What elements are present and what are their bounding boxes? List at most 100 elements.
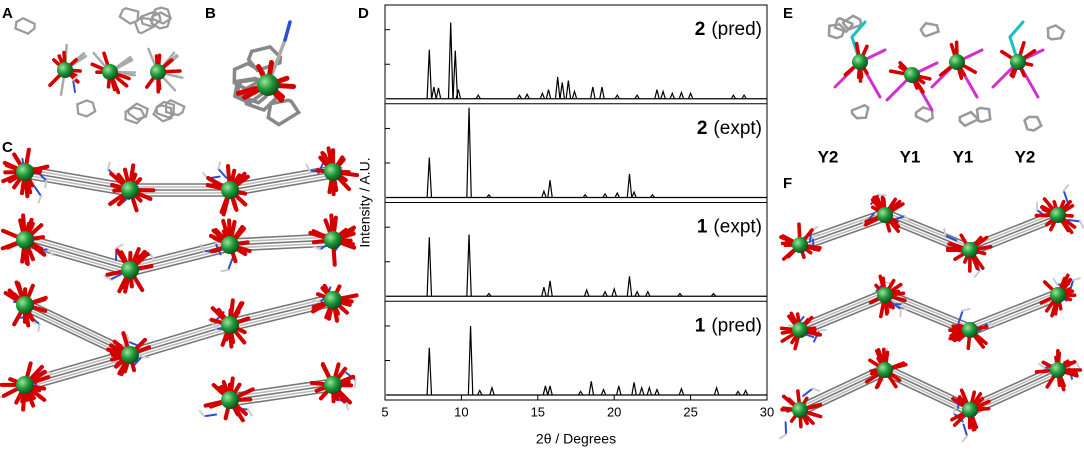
peak bbox=[616, 385, 622, 396]
bond bbox=[969, 300, 1059, 337]
series-label: 1 (pred) bbox=[695, 315, 762, 336]
bond bbox=[140, 355, 150, 359]
yttrium-atom bbox=[102, 64, 118, 80]
peak bbox=[669, 91, 676, 99]
bond bbox=[37, 323, 41, 333]
bond bbox=[229, 390, 334, 407]
series-source: (expt) bbox=[713, 118, 762, 139]
bond bbox=[944, 234, 958, 242]
bond bbox=[969, 214, 1059, 251]
peak bbox=[678, 386, 685, 396]
bond bbox=[779, 433, 788, 440]
peak bbox=[466, 107, 472, 198]
peak bbox=[614, 93, 620, 100]
bond bbox=[103, 274, 112, 281]
yttrium-atom bbox=[221, 391, 239, 409]
peak bbox=[631, 190, 637, 198]
site-label: Y2 bbox=[1015, 147, 1036, 166]
yttrium-atom bbox=[1050, 207, 1066, 223]
phenyl-ring bbox=[165, 98, 186, 117]
peak bbox=[660, 89, 666, 99]
bond bbox=[149, 253, 156, 262]
bond bbox=[799, 291, 886, 328]
phenyl-ring bbox=[833, 16, 854, 34]
phenyl-ring bbox=[827, 22, 847, 40]
bond bbox=[129, 241, 231, 268]
bond bbox=[129, 238, 231, 265]
phenyl-ring bbox=[14, 16, 36, 35]
peak bbox=[565, 80, 572, 99]
peak bbox=[426, 49, 433, 99]
bond bbox=[72, 79, 76, 93]
peak bbox=[602, 192, 608, 198]
panel-label: E bbox=[783, 5, 793, 22]
bond bbox=[109, 273, 123, 281]
peak bbox=[486, 193, 492, 198]
yttrium-atom bbox=[324, 163, 342, 181]
bond bbox=[353, 379, 357, 389]
series-source: (expt) bbox=[713, 217, 762, 238]
bond bbox=[229, 177, 334, 197]
bond bbox=[312, 299, 321, 304]
panel-label: D bbox=[358, 5, 369, 22]
bond bbox=[24, 357, 131, 389]
yttrium-atom bbox=[792, 402, 808, 418]
peak bbox=[489, 385, 495, 396]
bond bbox=[211, 321, 217, 330]
bond bbox=[1072, 277, 1081, 282]
bond bbox=[115, 243, 124, 250]
peak bbox=[452, 50, 459, 99]
peak bbox=[687, 91, 694, 99]
peak bbox=[431, 86, 437, 99]
yttrium-atom bbox=[257, 74, 279, 96]
peak bbox=[539, 91, 546, 99]
phenyl-ring bbox=[842, 14, 863, 31]
bond bbox=[799, 288, 886, 325]
bond bbox=[0, 395, 3, 399]
bond bbox=[818, 328, 828, 332]
bond bbox=[884, 369, 971, 411]
phenyl-ring bbox=[850, 103, 870, 120]
bond bbox=[969, 291, 1059, 328]
phenyl-ring bbox=[124, 106, 146, 125]
peak bbox=[547, 280, 553, 297]
yttrium-atom bbox=[57, 62, 73, 78]
peak bbox=[467, 326, 474, 396]
peak bbox=[559, 82, 566, 99]
bond bbox=[1008, 20, 1025, 39]
y-axis-label: Intensity / A.U. bbox=[357, 157, 373, 247]
series-compound: 2 bbox=[695, 19, 706, 40]
bond bbox=[961, 434, 969, 443]
phenyl-ring bbox=[975, 106, 992, 124]
x-tick-label: 30 bbox=[760, 404, 774, 419]
yttrium-atom bbox=[121, 261, 139, 279]
peak bbox=[545, 89, 552, 99]
peak bbox=[614, 191, 620, 198]
bond bbox=[203, 413, 218, 418]
yttrium-atom bbox=[1050, 287, 1066, 303]
peak bbox=[547, 180, 553, 198]
peak bbox=[649, 193, 656, 198]
peak bbox=[678, 90, 685, 99]
bond bbox=[72, 74, 80, 82]
peak bbox=[583, 288, 590, 297]
yttrium-atom bbox=[324, 231, 342, 249]
yttrium-atom bbox=[16, 376, 34, 394]
phenyl-ring bbox=[958, 110, 979, 128]
peak bbox=[638, 385, 645, 396]
bond bbox=[961, 307, 971, 312]
bond bbox=[973, 270, 981, 278]
yttrium-atom bbox=[792, 237, 808, 253]
bond bbox=[811, 387, 821, 392]
yttrium-atom bbox=[16, 296, 34, 314]
x-tick-label: 20 bbox=[607, 404, 621, 419]
bond bbox=[217, 161, 222, 170]
bond bbox=[44, 179, 48, 189]
bond bbox=[901, 303, 907, 312]
peak bbox=[577, 390, 584, 396]
peak bbox=[602, 290, 608, 297]
bond bbox=[305, 163, 311, 172]
bond bbox=[884, 363, 971, 405]
panel-label: F bbox=[783, 175, 792, 192]
yttrium-atom bbox=[221, 236, 239, 254]
